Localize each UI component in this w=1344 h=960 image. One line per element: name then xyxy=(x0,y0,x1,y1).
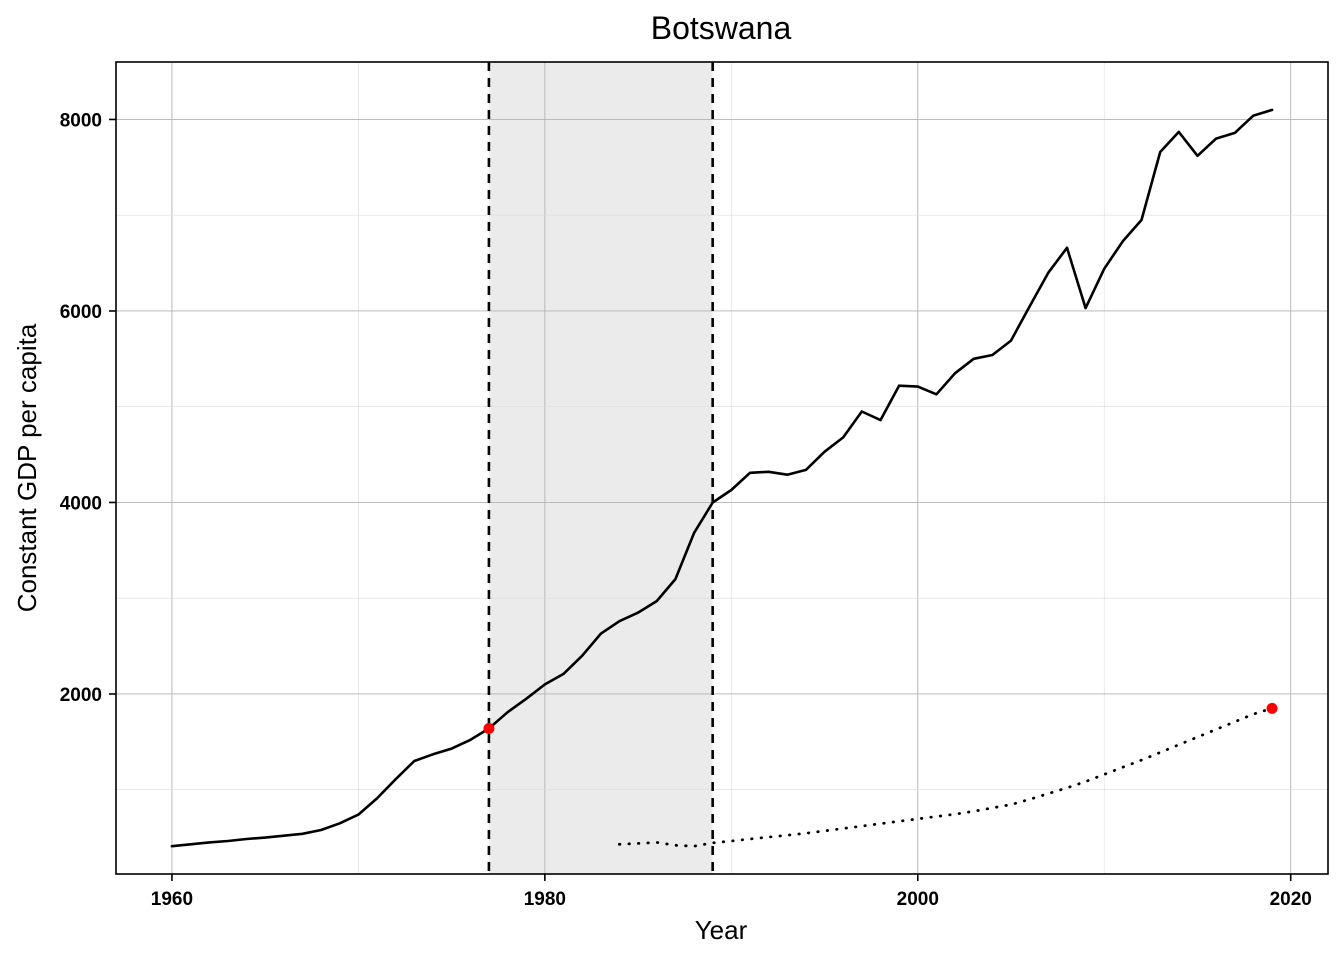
y-tick-label: 6000 xyxy=(60,302,102,323)
y-tick-label: 2000 xyxy=(60,685,102,706)
x-tick-label: 2000 xyxy=(897,889,939,910)
y-tick-label: 4000 xyxy=(60,493,102,514)
axis-ticks: 1960 1980 2000 2020 2000 4000 6000 8000 xyxy=(60,110,1312,910)
highlight-points xyxy=(483,702,1278,734)
chart-title: Botswana xyxy=(651,10,792,46)
shaded-period xyxy=(488,62,713,874)
x-tick-label: 2020 xyxy=(1270,889,1312,910)
grid xyxy=(116,62,1328,874)
reference-lines xyxy=(487,62,714,874)
plot-frame xyxy=(115,61,1329,875)
x-axis-title: Year xyxy=(695,915,748,945)
y-axis-title: Constant GDP per capita xyxy=(12,323,42,612)
highlight-point xyxy=(483,722,495,734)
x-tick-label: 1960 xyxy=(151,889,193,910)
plot-background xyxy=(116,62,1328,874)
y-tick-label: 8000 xyxy=(60,110,102,131)
series-lines xyxy=(170,108,1274,848)
series-line-solid xyxy=(170,108,1274,848)
x-tick-label: 1980 xyxy=(524,889,566,910)
highlight-point xyxy=(1266,702,1278,714)
